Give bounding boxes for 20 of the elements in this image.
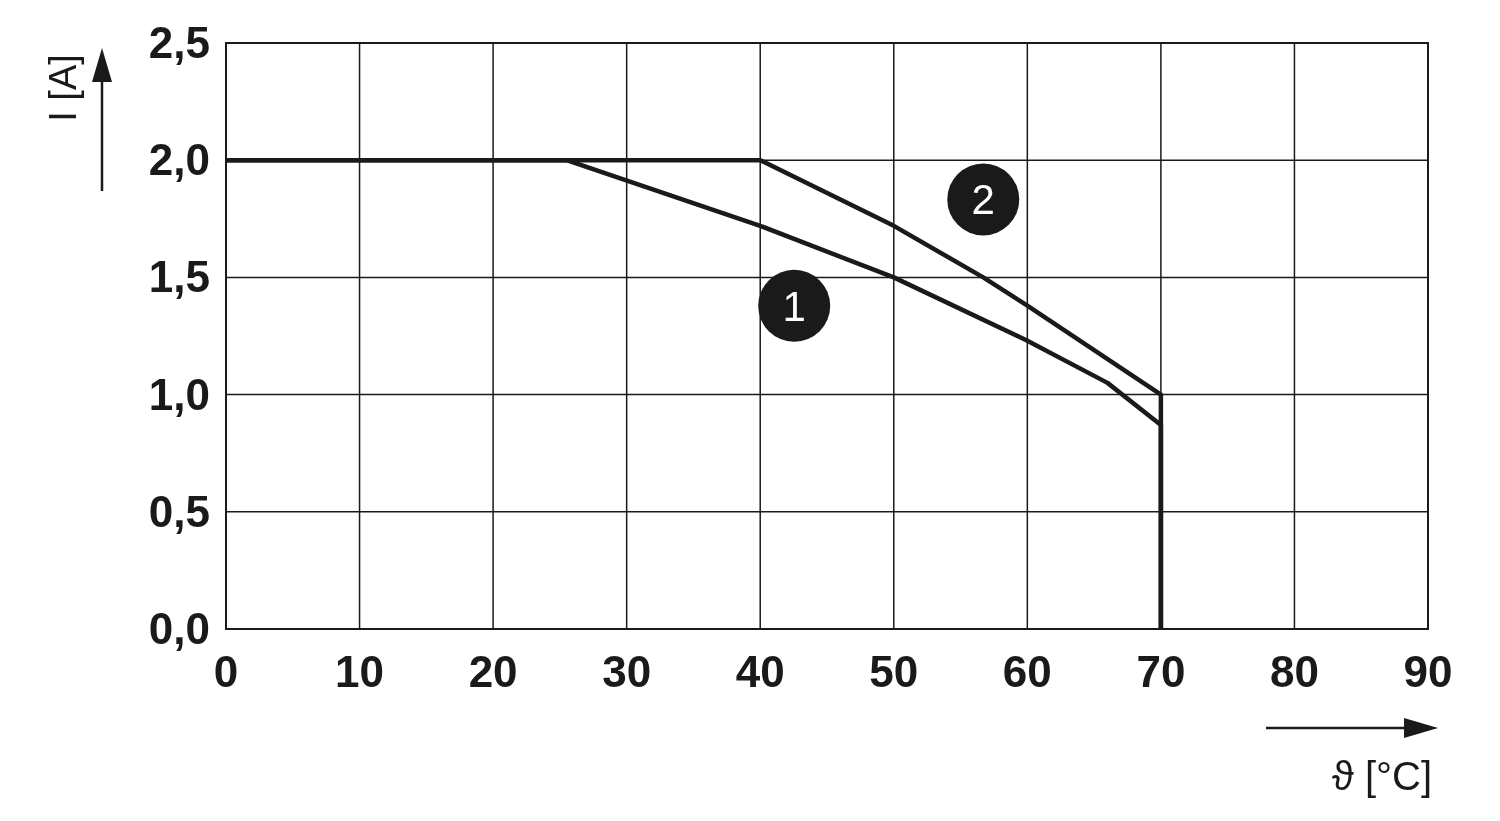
x-tick-label: 20 xyxy=(468,647,518,696)
x-tick-label: 70 xyxy=(1136,647,1186,696)
y-tick-label: 1,0 xyxy=(148,369,210,419)
x-tick-label: 90 xyxy=(1403,647,1453,696)
x-tick-label: 80 xyxy=(1269,647,1319,696)
y-axis-title: I [A] xyxy=(42,54,84,122)
y-tick-label: 2,5 xyxy=(148,18,210,67)
x-tick-label: 50 xyxy=(869,647,919,696)
x-axis-title: ϑ [°C] xyxy=(1331,754,1432,798)
y-tick-label: 0,5 xyxy=(148,486,210,536)
x-tick-label: 60 xyxy=(1002,647,1052,696)
series-label: 1 xyxy=(782,282,806,330)
y-tick-label: 0,0 xyxy=(148,604,210,653)
series-label: 2 xyxy=(971,176,995,224)
y-tick-label: 2,0 xyxy=(148,135,210,185)
x-tick-label: 0 xyxy=(213,647,239,696)
x-tick-label: 40 xyxy=(735,647,785,696)
y-tick-label: 1,5 xyxy=(148,252,210,302)
x-tick-label: 10 xyxy=(335,647,385,696)
x-tick-label: 30 xyxy=(602,647,652,696)
